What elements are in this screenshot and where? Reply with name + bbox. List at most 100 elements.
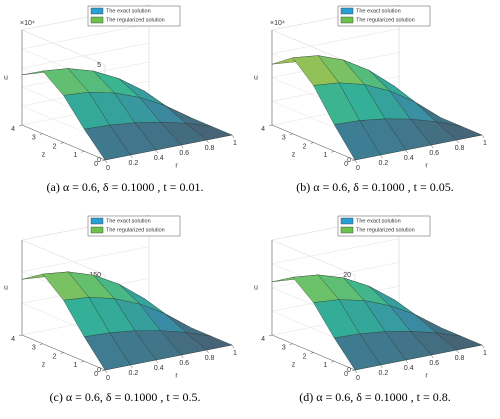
legend-label: The exact solution (356, 218, 401, 224)
r-tick-label: 1 (483, 350, 487, 357)
r-tick (456, 139, 459, 144)
legend-swatch (90, 217, 104, 225)
z-tick (331, 361, 335, 363)
z-tick-label: 3 (32, 135, 36, 142)
r-tick (231, 134, 235, 139)
surface-cell (83, 124, 131, 161)
r-tick (405, 149, 409, 154)
z-tick (289, 133, 293, 135)
legend-swatch (90, 226, 104, 234)
r-tick-label: 0.2 (379, 370, 389, 377)
r-tick-label: 0.4 (404, 365, 414, 372)
regularized-cell (83, 332, 131, 371)
r-tick (231, 344, 235, 349)
r-tick (405, 359, 409, 364)
legend-label: The exact solution (106, 218, 151, 224)
z-tick (268, 124, 273, 127)
r-tick-label: 0 (356, 165, 360, 172)
r-axis-label: r (175, 372, 178, 379)
r-tick-label: 0.8 (205, 145, 215, 152)
legend-label: The regularized solution (356, 17, 415, 23)
z-axis-label: z (42, 361, 46, 368)
z-tick (351, 159, 356, 162)
caption: (d) α = 0.6, δ = 0.1000 , t = 0.8. (299, 390, 451, 404)
legend-swatch (340, 7, 354, 15)
u-axis-label: u (4, 284, 8, 291)
z-tick (18, 124, 23, 127)
z-tick (289, 343, 293, 345)
z-tick-label: 2 (53, 353, 57, 360)
z-tick (60, 142, 64, 144)
caption: (a) α = 0.6, δ = 0.1000 , t = 0.01. (47, 180, 204, 194)
r-tick (481, 134, 485, 139)
legend-box (337, 5, 431, 27)
r-tick-label: 1 (233, 350, 237, 357)
r-tick (380, 154, 383, 159)
z-tick-label: 4 (11, 336, 15, 343)
z-tick (101, 369, 106, 372)
legend-swatch (90, 7, 104, 15)
u-tick-label: 150 (89, 272, 101, 279)
r-tick-label: 0 (106, 375, 110, 382)
z-axis-label: z (42, 151, 46, 158)
r-tick-label: 0.6 (429, 150, 439, 157)
legend-label: The regularized solution (106, 227, 165, 233)
z-tick-label: 0 (94, 371, 98, 378)
u-tick-label: 0 (97, 157, 101, 164)
legend-swatch (340, 16, 354, 24)
z-tick (331, 151, 335, 153)
r-axis-label: r (175, 162, 178, 169)
z-tick-label: 4 (261, 336, 265, 343)
r-tick (130, 364, 133, 369)
legend-label: The exact solution (106, 8, 151, 14)
r-tick-label: 0.8 (205, 355, 215, 362)
z-tick (60, 352, 64, 354)
legend-label: The regularized solution (106, 17, 165, 23)
z-tick (39, 133, 43, 135)
z-tick-label: 1 (323, 152, 327, 159)
u-tick-label: 20 (343, 272, 351, 279)
r-tick (206, 139, 209, 144)
z-tick-label: 3 (32, 345, 36, 352)
r-tick (380, 364, 383, 369)
u-exponent: ×10⁴ (20, 20, 35, 27)
r-tick (155, 359, 159, 364)
r-axis-label: r (425, 372, 428, 379)
regularized-cell (333, 120, 381, 161)
regularized-cell (333, 333, 381, 371)
r-tick-label: 0.8 (455, 355, 465, 362)
r-tick (430, 144, 434, 149)
z-tick (101, 159, 106, 162)
u-axis-label: u (4, 74, 8, 81)
legend-swatch (340, 217, 354, 225)
legend-swatch (340, 226, 354, 234)
r-tick-label: 0.2 (379, 160, 389, 167)
z-tick-label: 4 (11, 126, 15, 133)
z-tick-label: 2 (303, 143, 307, 150)
u-tick-label: 0 (347, 367, 351, 374)
z-tick (18, 334, 23, 337)
z-tick (81, 151, 85, 153)
r-tick-label: 0.6 (429, 360, 439, 367)
r-tick-label: 0.6 (179, 150, 189, 157)
z-tick-label: 0 (344, 371, 348, 378)
r-tick-label: 0.6 (179, 360, 189, 367)
r-tick (104, 369, 108, 374)
z-tick-label: 0 (94, 161, 98, 168)
r-tick (430, 354, 434, 359)
z-tick-label: 3 (282, 345, 286, 352)
legend-label: The regularized solution (356, 227, 415, 233)
r-tick-label: 0.2 (129, 370, 139, 377)
legend-box (337, 215, 431, 237)
r-tick-label: 1 (483, 140, 487, 147)
z-tick-label: 4 (261, 126, 265, 133)
r-tick-label: 0.4 (154, 365, 164, 372)
r-tick-label: 0 (356, 375, 360, 382)
z-tick (81, 361, 85, 363)
z-tick-label: 1 (323, 362, 327, 369)
z-axis-label: z (292, 361, 296, 368)
